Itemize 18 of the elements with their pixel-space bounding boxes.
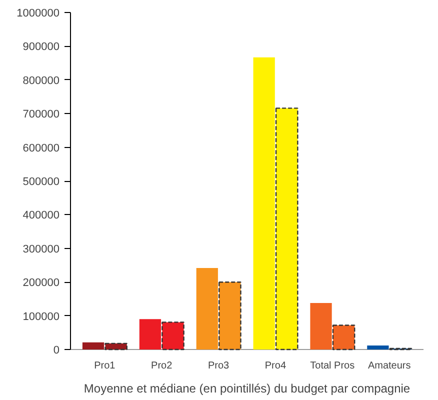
y-tick-label: 0 bbox=[53, 344, 60, 356]
y-tick-label: 200000 bbox=[22, 277, 60, 290]
x-tick-label: Pro2 bbox=[151, 360, 173, 372]
y-tick-label: 700000 bbox=[22, 108, 60, 121]
x-tick-label: Total Pros bbox=[310, 360, 355, 372]
x-tick-label: Pro3 bbox=[208, 360, 230, 372]
y-tick-label: 300000 bbox=[22, 243, 60, 256]
y-tick-label: 900000 bbox=[22, 41, 60, 54]
text: Moyenne et médiane (en pointillés) du budget par compagnie bbox=[84, 382, 410, 396]
y-tick-label: 100000 bbox=[22, 310, 60, 323]
y-tick-label: 600000 bbox=[22, 142, 60, 154]
x-tick-label: Amateurs bbox=[368, 360, 411, 372]
x-tick-label: Pro1 bbox=[94, 360, 116, 372]
x-tick-label: Pro4 bbox=[264, 360, 286, 372]
y-tick-label: 500000 bbox=[22, 176, 60, 188]
y-tick-label: 1000000 bbox=[16, 8, 60, 20]
y-tick-label: 800000 bbox=[22, 74, 60, 87]
y-tick-label: 400000 bbox=[22, 210, 60, 222]
